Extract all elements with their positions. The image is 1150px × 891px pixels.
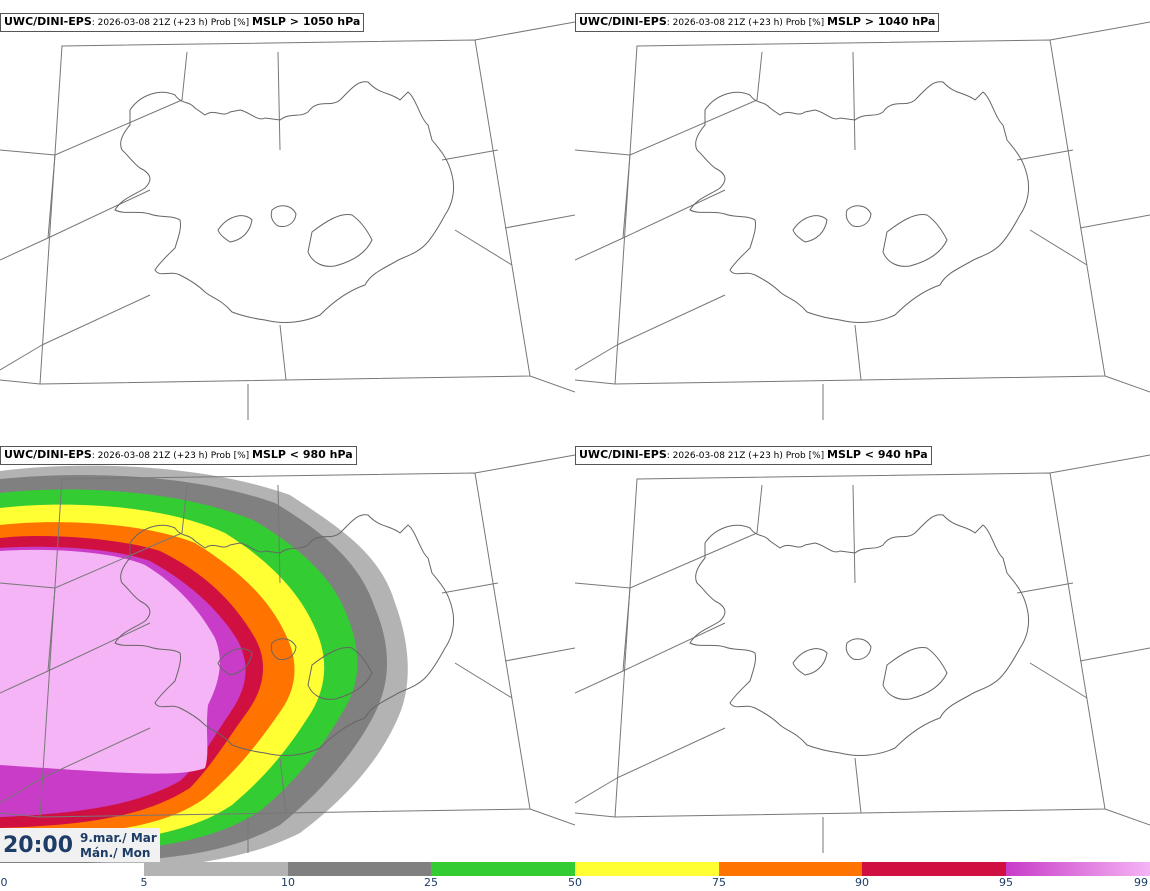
valid-time: 20:00 [3, 833, 74, 858]
colorbar-tick: 90 [855, 876, 869, 889]
model-name: UWC/DINI-EPS [579, 15, 667, 28]
map-panel-3: UWC/DINI-EPS: 2026-03-08 21Z (+23 h) Pro… [0, 433, 575, 863]
colorbar-ticks: 0 5 10 25 50 75 90 95 99 [0, 876, 1150, 890]
map-3 [0, 454, 575, 863]
variable-name: MSLP > 1040 hPa [827, 15, 936, 28]
panel-title: UWC/DINI-EPS: 2026-03-08 21Z (+23 h) Pro… [0, 13, 365, 32]
run-info: : 2026-03-08 21Z (+23 h) Prob [%] [91, 18, 253, 28]
colorbar-segment-95-99 [1006, 862, 1150, 876]
variable-name: MSLP > 1050 hPa [252, 15, 361, 28]
colorbar-segment-10-25 [288, 862, 431, 876]
run-info: : 2026-03-08 21Z (+23 h) Prob [%] [91, 451, 253, 461]
valid-date-line-2: Mán./ Mon [80, 846, 151, 860]
colorbar-tick: 5 [140, 876, 148, 889]
probability-field [0, 465, 408, 863]
panel-title: UWC/DINI-EPS: 2026-03-08 21Z (+23 h) Pro… [575, 446, 932, 465]
run-info: : 2026-03-08 21Z (+23 h) Prob [%] [666, 451, 828, 461]
valid-date-line-1: 9.mar./ Mar [80, 831, 157, 845]
colorbar-tick: 25 [424, 876, 438, 889]
panel-title: UWC/DINI-EPS: 2026-03-08 21Z (+23 h) Pro… [0, 446, 357, 465]
run-info: : 2026-03-08 21Z (+23 h) Prob [%] [666, 18, 828, 28]
map-1 [0, 21, 575, 421]
model-name: UWC/DINI-EPS [579, 448, 667, 461]
valid-time-box: 20:00 9.mar./ Mar Mán./ Mon [0, 828, 160, 862]
model-name: UWC/DINI-EPS [4, 15, 92, 28]
colorbar-segment-90-95 [862, 862, 1006, 876]
variable-name: MSLP < 980 hPa [252, 448, 353, 461]
colorbar [0, 862, 1150, 876]
colorbar-segment-25-50 [431, 862, 575, 876]
colorbar-tick: 75 [712, 876, 726, 889]
colorbar-segment-50-75 [575, 862, 719, 876]
colorbar-segment-5-10 [144, 862, 288, 876]
colorbar-segment-75-90 [719, 862, 862, 876]
colorbar-tick: 99 [1134, 876, 1148, 889]
map-4 [575, 454, 1150, 854]
map-2 [575, 21, 1150, 421]
map-panel-2: UWC/DINI-EPS: 2026-03-08 21Z (+23 h) Pro… [575, 0, 1150, 430]
colorbar-tick: 0 [0, 876, 8, 889]
panel-title: UWC/DINI-EPS: 2026-03-08 21Z (+23 h) Pro… [575, 13, 940, 32]
map-panel-1: UWC/DINI-EPS: 2026-03-08 21Z (+23 h) Pro… [0, 0, 575, 430]
colorbar-tick: 95 [999, 876, 1013, 889]
variable-name: MSLP < 940 hPa [827, 448, 928, 461]
colorbar-tick: 10 [281, 876, 295, 889]
colorbar-tick: 50 [568, 876, 582, 889]
model-name: UWC/DINI-EPS [4, 448, 92, 461]
map-panel-4: UWC/DINI-EPS: 2026-03-08 21Z (+23 h) Pro… [575, 433, 1150, 863]
